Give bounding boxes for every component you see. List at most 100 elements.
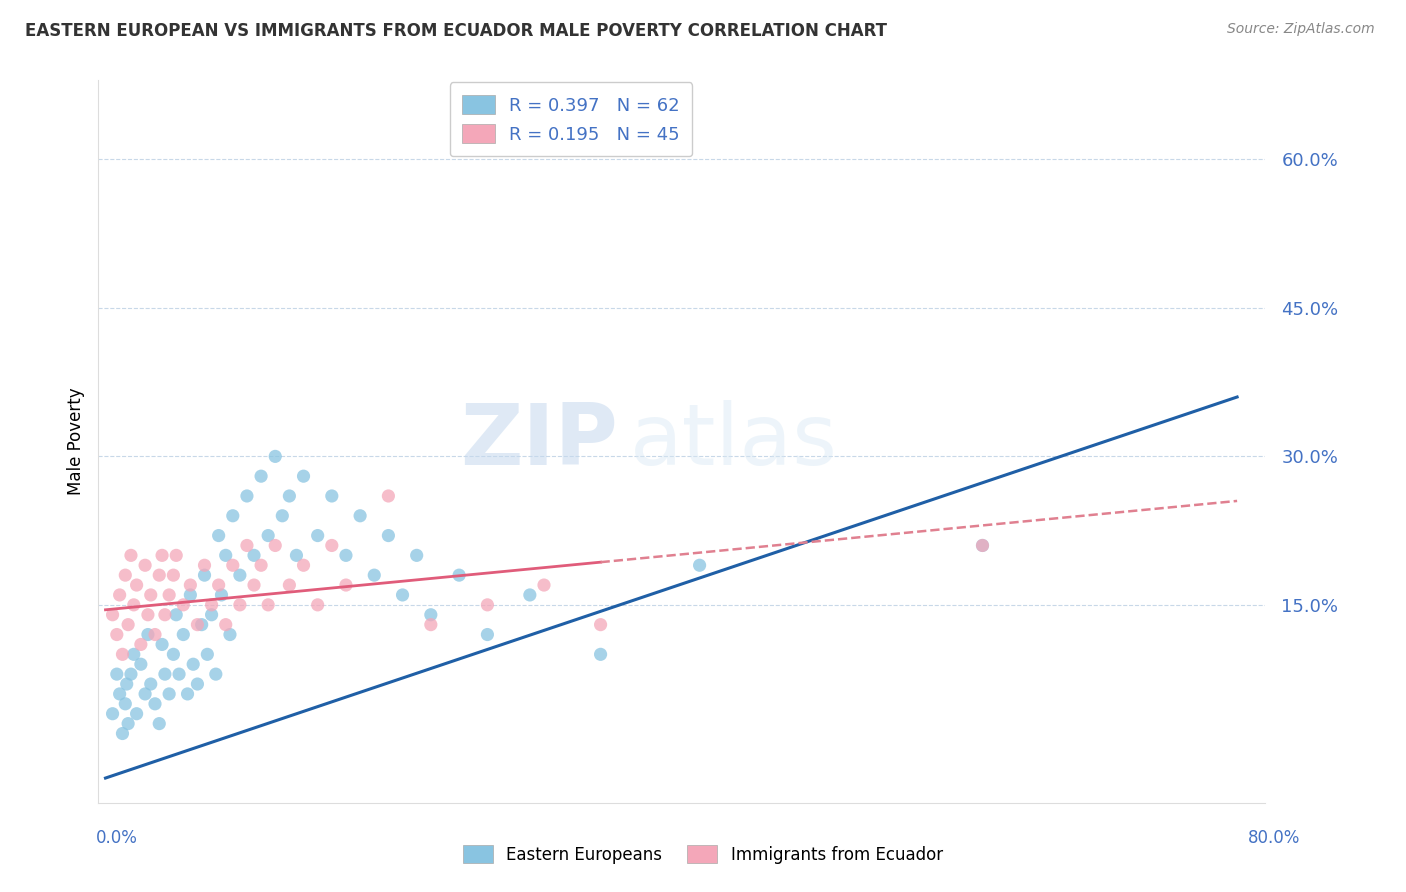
Point: [176, 687, 198, 701]
Point: [114, 568, 136, 582]
Point: [148, 716, 170, 731]
Point: [115, 677, 138, 691]
Point: [200, 607, 222, 622]
Point: [264, 450, 287, 464]
Point: [120, 549, 142, 563]
Point: [136, 627, 159, 641]
Point: [250, 469, 273, 483]
Point: [101, 607, 124, 622]
Point: [129, 657, 152, 672]
Point: [136, 607, 159, 622]
Point: [117, 716, 139, 731]
Point: [419, 617, 441, 632]
Point: [972, 539, 994, 553]
Point: [134, 687, 156, 701]
Point: [229, 598, 252, 612]
Point: [165, 607, 187, 622]
Legend: Eastern Europeans, Immigrants from Ecuador: Eastern Europeans, Immigrants from Ecuad…: [457, 838, 949, 871]
Point: [195, 648, 218, 662]
Point: [215, 617, 238, 632]
Point: [219, 627, 242, 641]
Point: [190, 617, 212, 632]
Point: [292, 558, 315, 573]
Point: [519, 588, 541, 602]
Point: [139, 677, 162, 691]
Point: [533, 578, 555, 592]
Point: [129, 637, 152, 651]
Point: [114, 697, 136, 711]
Point: [405, 549, 427, 563]
Point: [363, 568, 385, 582]
Point: [271, 508, 294, 523]
Text: atlas: atlas: [630, 400, 838, 483]
Point: [349, 508, 371, 523]
Point: [125, 578, 148, 592]
Point: [108, 588, 131, 602]
Point: [589, 617, 612, 632]
Point: [278, 578, 301, 592]
Point: [193, 568, 215, 582]
Point: [105, 667, 128, 681]
Point: [150, 549, 173, 563]
Point: [243, 549, 266, 563]
Point: [222, 508, 245, 523]
Point: [157, 687, 180, 701]
Point: [105, 627, 128, 641]
Point: [139, 588, 162, 602]
Point: [111, 726, 134, 740]
Point: [377, 489, 399, 503]
Point: [153, 667, 176, 681]
Point: [122, 648, 145, 662]
Point: [193, 558, 215, 573]
Text: Source: ZipAtlas.com: Source: ZipAtlas.com: [1227, 22, 1375, 37]
Point: [335, 549, 357, 563]
Point: [205, 667, 228, 681]
Point: [101, 706, 124, 721]
Point: [243, 578, 266, 592]
Point: [449, 568, 471, 582]
Text: 80.0%: 80.0%: [1249, 829, 1301, 847]
Text: EASTERN EUROPEAN VS IMMIGRANTS FROM ECUADOR MALE POVERTY CORRELATION CHART: EASTERN EUROPEAN VS IMMIGRANTS FROM ECUA…: [25, 22, 887, 40]
Point: [215, 549, 238, 563]
Point: [477, 598, 499, 612]
Point: [143, 627, 166, 641]
Point: [162, 568, 184, 582]
Point: [181, 657, 204, 672]
Point: [391, 588, 413, 602]
Point: [125, 706, 148, 721]
Point: [186, 617, 208, 632]
Point: [157, 588, 180, 602]
Point: [208, 578, 231, 592]
Point: [179, 588, 201, 602]
Point: [162, 648, 184, 662]
Point: [150, 637, 173, 651]
Point: [236, 489, 259, 503]
Point: [307, 528, 329, 542]
Point: [143, 697, 166, 711]
Point: [172, 627, 194, 641]
Point: [257, 598, 280, 612]
Point: [972, 539, 994, 553]
Point: [172, 598, 194, 612]
Point: [689, 558, 711, 573]
Y-axis label: Male Poverty: Male Poverty: [66, 388, 84, 495]
Point: [292, 469, 315, 483]
Point: [134, 558, 156, 573]
Point: [222, 558, 245, 573]
Point: [208, 528, 231, 542]
Point: [148, 568, 170, 582]
Point: [321, 489, 343, 503]
Text: ZIP: ZIP: [460, 400, 617, 483]
Point: [477, 627, 499, 641]
Point: [229, 568, 252, 582]
Point: [278, 489, 301, 503]
Point: [120, 667, 142, 681]
Point: [236, 539, 259, 553]
Point: [264, 539, 287, 553]
Point: [111, 648, 134, 662]
Point: [257, 528, 280, 542]
Point: [377, 528, 399, 542]
Point: [165, 549, 187, 563]
Point: [589, 648, 612, 662]
Point: [117, 617, 139, 632]
